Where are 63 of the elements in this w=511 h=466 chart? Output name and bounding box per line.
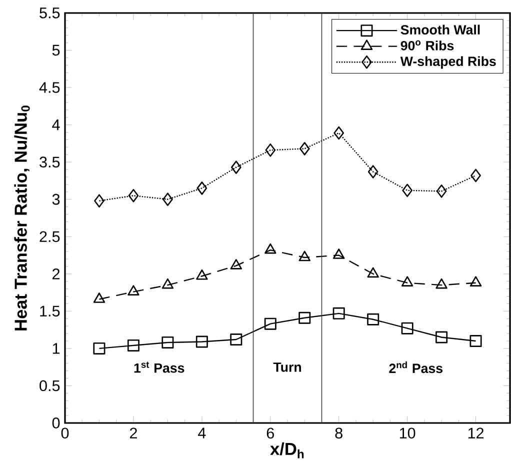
point <box>402 184 412 198</box>
annotation: Turn <box>273 362 301 372</box>
point <box>367 267 379 278</box>
x-axis-title: x/D$_{h}$ <box>270 442 304 458</box>
y-tick-label: 4.5 <box>39 82 60 93</box>
point <box>298 312 311 324</box>
point <box>162 336 174 348</box>
x-tick-label: 0 <box>61 428 69 439</box>
annotation: 1$^{st}$ Pass <box>134 362 184 373</box>
point <box>332 307 345 320</box>
y-tick-label: 0 <box>52 418 60 428</box>
point <box>436 184 447 198</box>
point <box>470 334 482 347</box>
y-tick-label: 1.5 <box>40 306 60 317</box>
point <box>265 143 276 157</box>
y-axis-title: Heat Transfer Ratio, Nu/Nu$_{0}$ <box>14 106 30 330</box>
point <box>93 342 106 354</box>
point <box>367 313 380 326</box>
point <box>332 248 345 259</box>
legend-label: Smooth Wall <box>400 24 480 35</box>
y-tick-label: 5 <box>52 44 60 56</box>
y-tick-label: 2 <box>52 268 60 280</box>
legend-label: 90$^{o}$ Ribs <box>400 40 454 50</box>
x-tick-label: 6 <box>266 428 274 439</box>
point <box>127 339 140 352</box>
y-tick-label: 2.5 <box>40 231 60 242</box>
point <box>196 182 208 195</box>
point <box>128 188 139 202</box>
legend-label: W-shaped Ribs <box>400 56 496 69</box>
point <box>230 259 242 270</box>
point <box>162 278 174 289</box>
point <box>299 142 310 156</box>
y-tick-label: 4 <box>52 120 60 130</box>
x-tick-label: 2 <box>130 428 137 438</box>
y-tick-label: 5.5 <box>40 8 60 18</box>
y-tick-label: 1 <box>52 343 60 354</box>
point <box>264 243 276 254</box>
point <box>196 269 208 280</box>
point <box>436 331 448 344</box>
point <box>470 276 482 287</box>
point <box>401 322 414 334</box>
point <box>298 250 310 262</box>
annotation: 2$^{nd}$ Pass <box>389 361 443 374</box>
x-tick-label: 12 <box>468 428 484 438</box>
point <box>230 333 242 346</box>
x-tick-label: 8 <box>335 428 342 439</box>
point <box>230 160 242 174</box>
point <box>334 126 344 140</box>
point <box>128 285 140 296</box>
point <box>196 336 208 348</box>
point <box>93 292 106 303</box>
point <box>470 168 481 182</box>
y-tick-label: 3.5 <box>40 156 60 168</box>
point <box>162 192 173 206</box>
x-tick-label: 10 <box>400 428 416 439</box>
point <box>401 276 414 287</box>
point <box>264 318 276 330</box>
point <box>368 165 378 178</box>
y-tick-label: 3 <box>52 194 60 205</box>
y-tick-label: 0.5 <box>40 380 60 392</box>
point <box>436 278 448 289</box>
x-tick-label: 4 <box>198 428 206 438</box>
point <box>94 194 104 208</box>
